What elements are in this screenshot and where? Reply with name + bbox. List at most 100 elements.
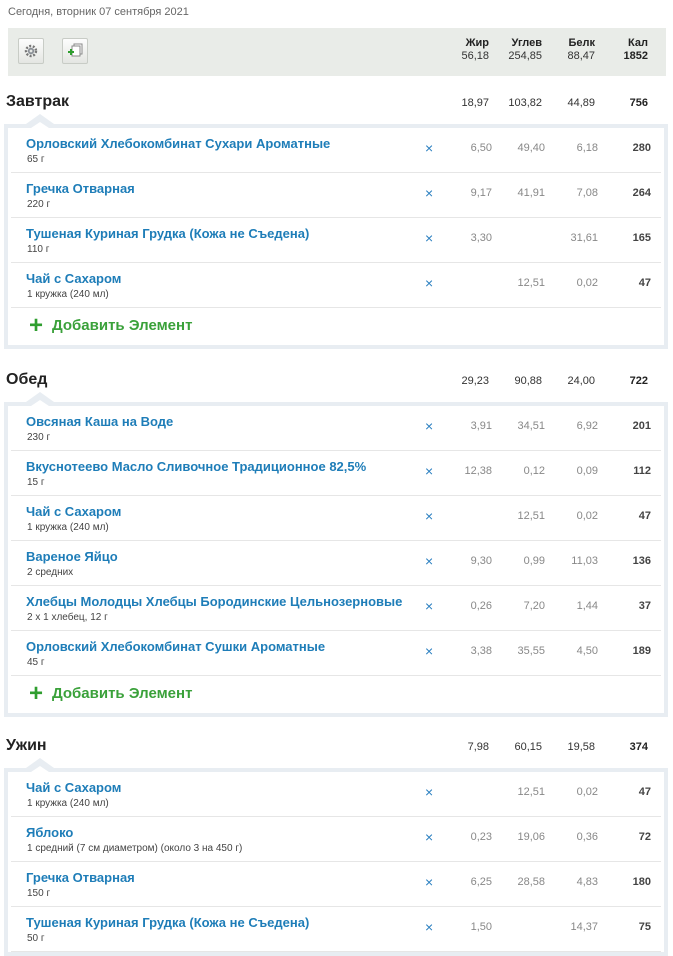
- total-carbs: 254,85: [508, 50, 542, 62]
- delete-icon[interactable]: ×: [425, 598, 434, 614]
- food-carbs: 0,99: [523, 555, 545, 567]
- meal-items-box: Чай с Сахаром 1 кружка (240 мл) × 12,51 0,02…: [4, 758, 668, 956]
- food-portion: 45 г: [27, 657, 45, 668]
- delete-icon[interactable]: ×: [425, 829, 434, 845]
- total-fat: 56,18: [461, 50, 489, 62]
- meal-section: Завтрак 18,97 103,82 44,89 756 Орловский Хлеб…: [0, 84, 673, 349]
- header-kcal: Кал 1852: [588, 37, 648, 62]
- delete-icon[interactable]: ×: [425, 140, 434, 156]
- food-fat: 3,30: [470, 232, 492, 244]
- food-name-link[interactable]: Тушеная Куриная Грудка (Кожа не Съедена): [26, 226, 310, 241]
- food-kcal: 47: [638, 277, 651, 289]
- food-name-link[interactable]: Овсяная Каша на Воде: [26, 414, 174, 429]
- food-name-link[interactable]: Яблоко: [26, 825, 74, 840]
- food-portion: 230 г: [27, 432, 51, 443]
- meal-title: Завтрак: [6, 93, 70, 110]
- delete-icon[interactable]: ×: [425, 185, 434, 201]
- header-fat: Жир 56,18: [429, 37, 489, 62]
- meal-total-kcal: 374: [629, 741, 648, 753]
- meal-total-carbs: 90,88: [514, 375, 542, 387]
- food-protein: 14,37: [570, 921, 598, 933]
- food-name-link[interactable]: Орловский Хлебокомбинат Сушки Ароматные: [26, 639, 326, 654]
- delete-icon[interactable]: ×: [425, 874, 434, 890]
- food-protein: 1,44: [576, 600, 598, 612]
- food-row: Орловский Хлебокомбинат Сушки Ароматные 4…: [11, 631, 661, 676]
- add-item-button[interactable]: + Добавить Элемент: [11, 676, 661, 713]
- food-carbs: 34,51: [517, 420, 545, 432]
- food-name-link[interactable]: Чай с Сахаром: [26, 780, 122, 795]
- total-protein: 88,47: [567, 50, 595, 62]
- settings-button[interactable]: [18, 38, 44, 64]
- food-carbs: 12,51: [517, 277, 545, 289]
- food-name-link[interactable]: Тушеная Куриная Грудка (Кожа не Съедена): [26, 915, 310, 930]
- food-carbs: 28,58: [517, 876, 545, 888]
- food-name-link[interactable]: Вкуснотеево Масло Сливочное Традиционное…: [26, 459, 367, 474]
- delete-icon[interactable]: ×: [425, 508, 434, 524]
- plus-icon: +: [29, 312, 44, 339]
- food-carbs: 19,06: [517, 831, 545, 843]
- food-fat: 0,26: [470, 600, 492, 612]
- food-portion: 1 кружка (240 мл): [27, 798, 109, 809]
- food-name-link[interactable]: Орловский Хлебокомбинат Сухари Ароматные: [26, 136, 331, 151]
- delete-icon[interactable]: ×: [425, 463, 434, 479]
- food-carbs: 12,51: [517, 510, 545, 522]
- food-row: Хлебцы Молодцы Хлебцы Бородинские Цельно…: [11, 586, 661, 631]
- food-fat: 3,91: [470, 420, 492, 432]
- header-protein: Белк 88,47: [535, 37, 595, 62]
- delete-icon[interactable]: ×: [425, 784, 434, 800]
- add-copy-button[interactable]: [62, 38, 88, 64]
- gear-icon: [24, 44, 38, 58]
- delete-icon[interactable]: ×: [425, 418, 434, 434]
- meal-total-kcal: 722: [629, 375, 648, 387]
- meal-items-box: Овсяная Каша на Воде 230 г × 3,91 34,51 6,92 2…: [4, 392, 668, 717]
- food-name-link[interactable]: Чай с Сахаром: [26, 504, 122, 519]
- food-kcal: 47: [638, 786, 651, 798]
- date-label: Сегодня, вторник 07 сентября 2021: [8, 6, 189, 18]
- food-portion: 2 средних: [27, 567, 74, 578]
- food-kcal: 189: [632, 645, 651, 657]
- food-protein: 7,08: [576, 187, 598, 199]
- food-fat: 12,38: [464, 465, 492, 477]
- food-row: Тушеная Куриная Грудка (Кожа не Съедена)…: [11, 907, 661, 952]
- food-portion: 1 кружка (240 мл): [27, 289, 109, 300]
- food-portion: 150 г: [27, 888, 51, 899]
- food-fat: 9,30: [470, 555, 492, 567]
- food-row: Овсяная Каша на Воде 230 г × 3,91 34,51 6,92 2…: [11, 406, 661, 451]
- food-portion: 65 г: [27, 154, 45, 165]
- food-name-link[interactable]: Чай с Сахаром: [26, 271, 122, 286]
- food-name-link[interactable]: Гречка Отварная: [26, 181, 135, 196]
- food-name-link[interactable]: Вареное Яйцо: [26, 549, 118, 564]
- food-kcal: 136: [632, 555, 651, 567]
- meal-header: Ужин 7,98 60,15 19,58 374: [0, 728, 673, 768]
- add-item-label[interactable]: Добавить Элемент: [52, 317, 193, 334]
- food-protein: 31,61: [570, 232, 598, 244]
- food-protein: 0,36: [576, 831, 598, 843]
- food-row: Вкуснотеево Масло Сливочное Традиционное…: [11, 451, 661, 496]
- meal-total-protein: 19,58: [567, 741, 595, 753]
- add-copy-icon: [68, 43, 83, 57]
- food-row: Чай с Сахаром 1 кружка (240 мл) × 12,51 0,02…: [11, 772, 661, 817]
- delete-icon[interactable]: ×: [425, 553, 434, 569]
- food-row: Чай с Сахаром 1 кружка (240 мл) × 12,51 0,02…: [11, 496, 661, 541]
- food-portion: 2 x 1 хлебец, 12 г: [27, 612, 108, 623]
- meal-total-fat: 18,97: [461, 97, 489, 109]
- food-fat: 1,50: [470, 921, 492, 933]
- delete-icon[interactable]: ×: [425, 230, 434, 246]
- food-name-link[interactable]: Хлебцы Молодцы Хлебцы Бородинские Цельно…: [26, 594, 403, 609]
- meal-section: Ужин 7,98 60,15 19,58 374 Чай с Сахаром 1 круж…: [0, 728, 673, 956]
- food-protein: 0,02: [576, 277, 598, 289]
- food-carbs: 35,55: [517, 645, 545, 657]
- total-kcal: 1852: [623, 50, 648, 62]
- add-item-label[interactable]: Добавить Элемент: [52, 685, 193, 702]
- delete-icon[interactable]: ×: [425, 919, 434, 935]
- col-kcal-label: Кал: [628, 37, 648, 49]
- food-name-link[interactable]: Гречка Отварная: [26, 870, 135, 885]
- add-item-button[interactable]: + Добавить Элемент: [11, 308, 661, 345]
- food-portion: 50 г: [27, 933, 45, 944]
- meal-total-fat: 7,98: [467, 741, 489, 753]
- delete-icon[interactable]: ×: [425, 275, 434, 291]
- delete-icon[interactable]: ×: [425, 643, 434, 659]
- food-kcal: 264: [632, 187, 651, 199]
- food-kcal: 72: [638, 831, 651, 843]
- food-portion: 110 г: [27, 244, 50, 255]
